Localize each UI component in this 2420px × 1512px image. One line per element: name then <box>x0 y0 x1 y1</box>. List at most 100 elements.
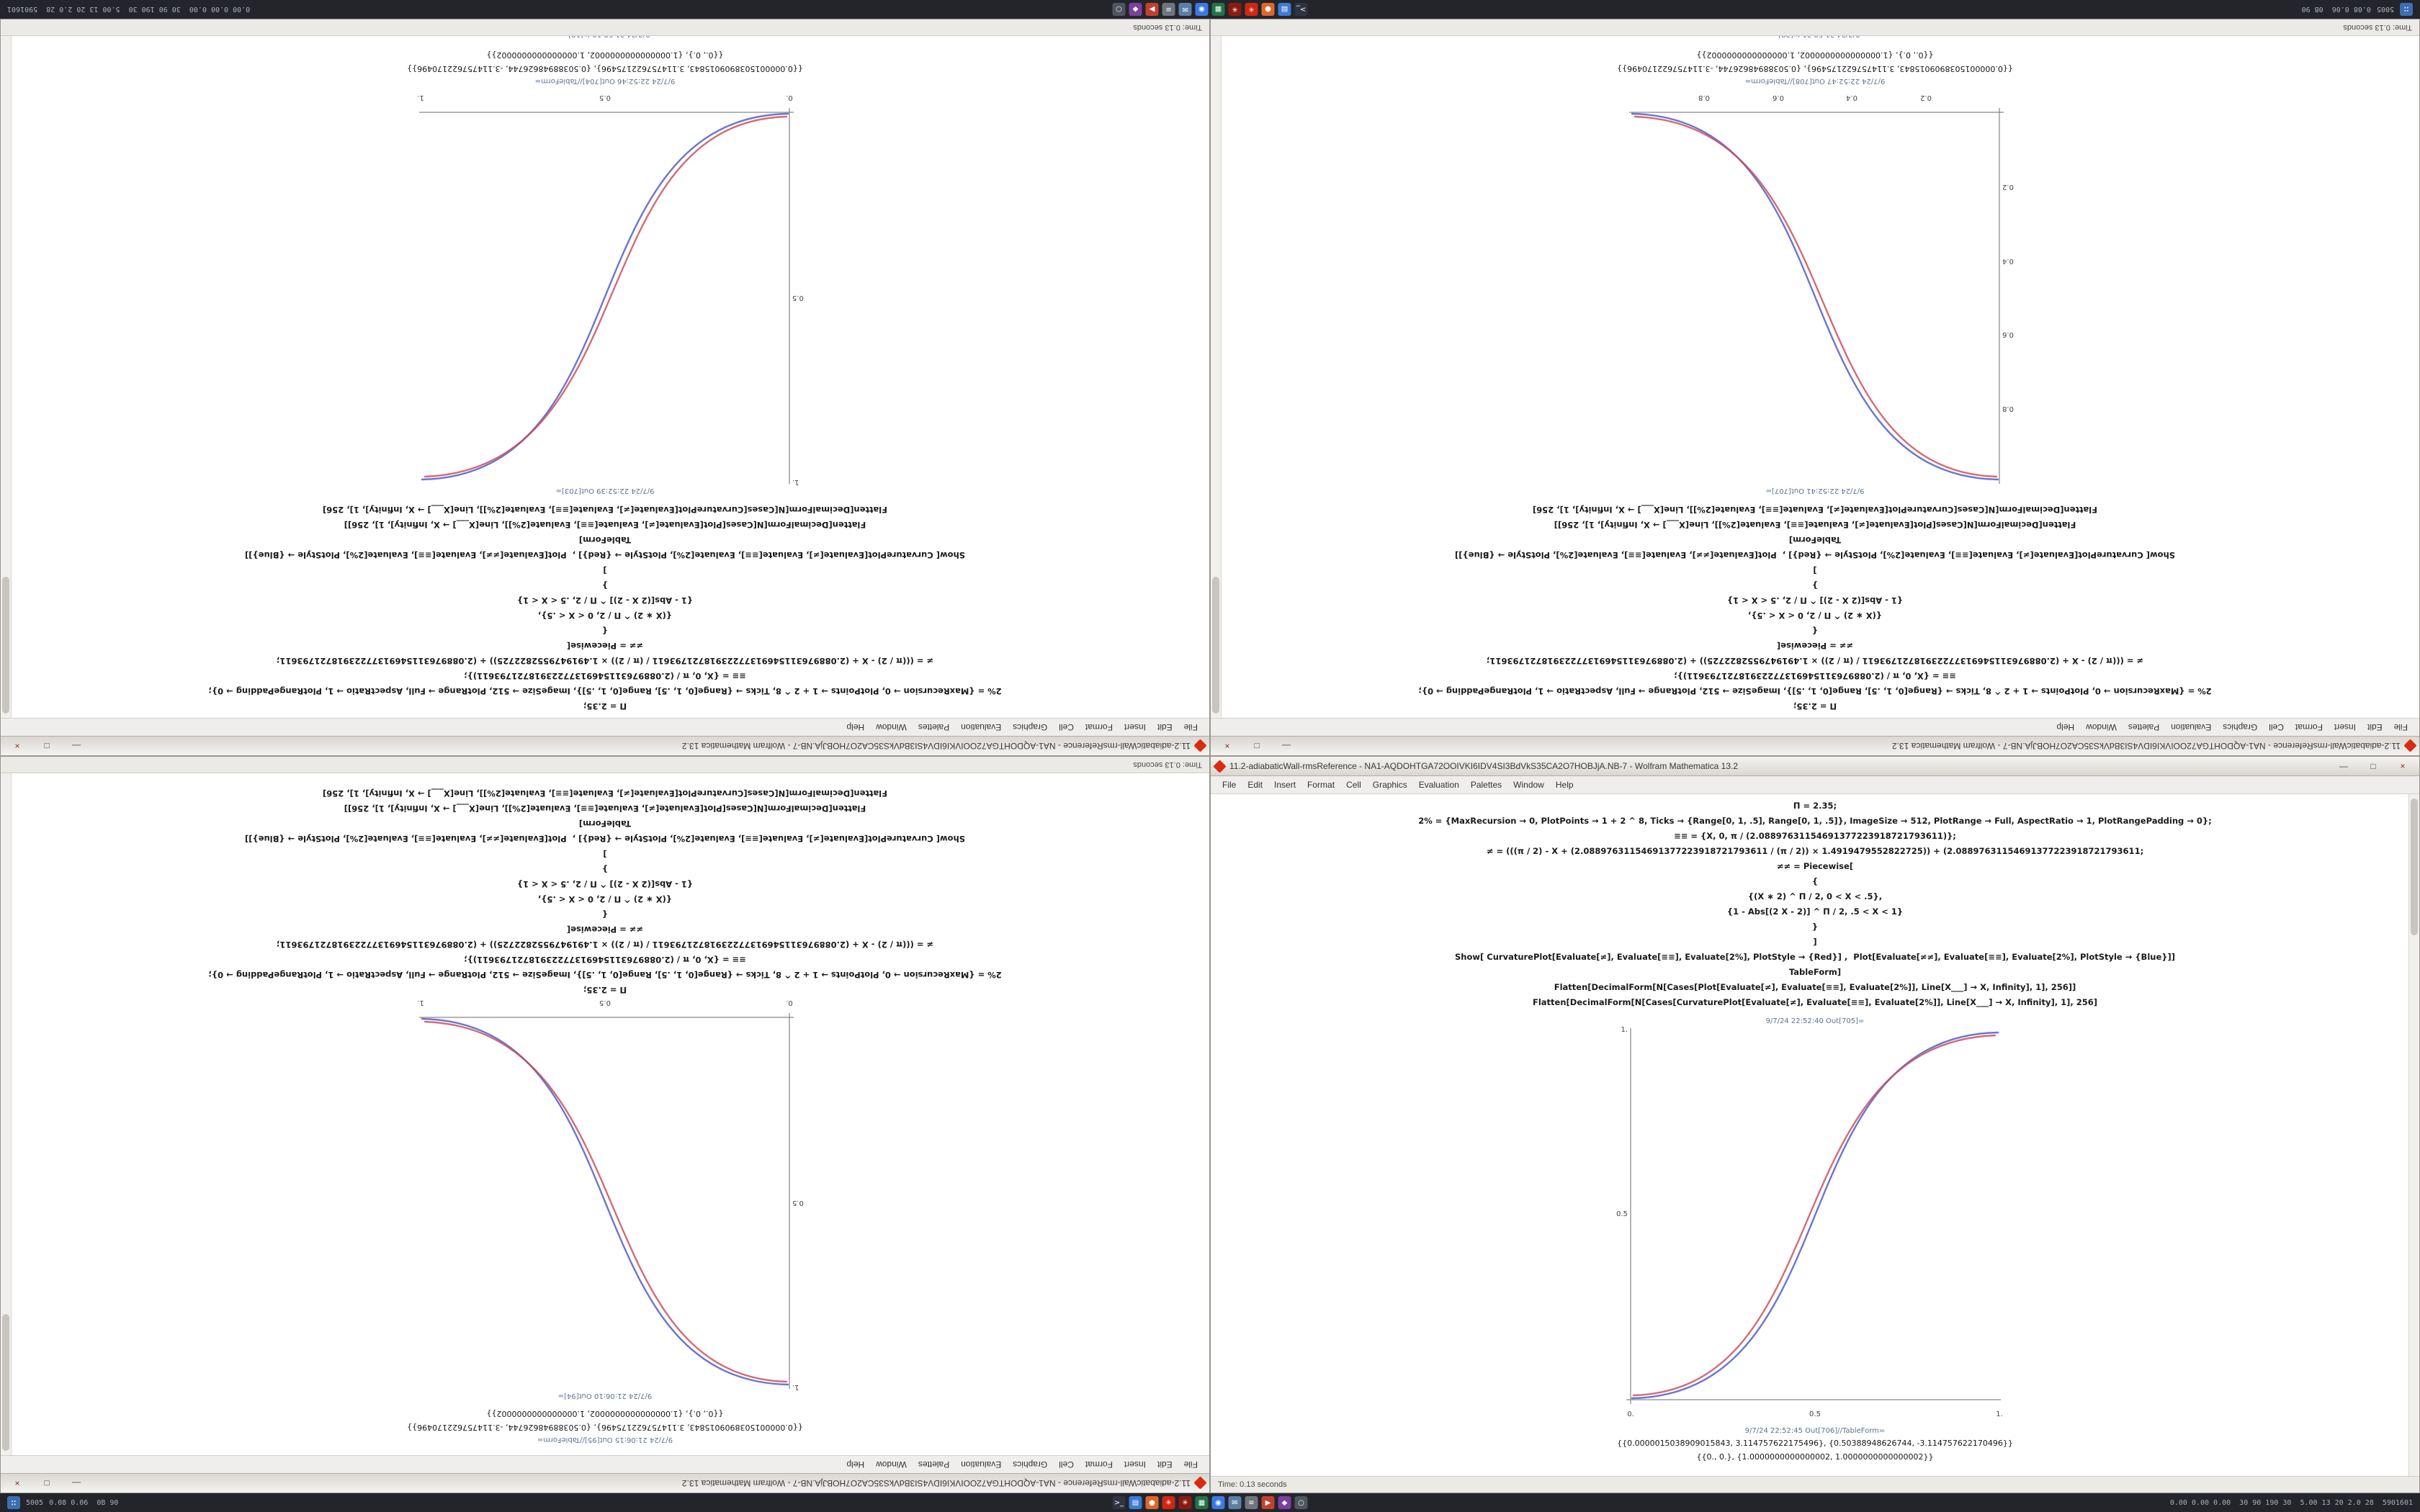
dock-app-icon[interactable]: ≡ <box>1162 3 1175 16</box>
minimize-button[interactable]: — <box>72 741 81 751</box>
menu-item[interactable]: Help <box>1555 780 1574 790</box>
dock-app-icon[interactable]: ≡ <box>1245 1496 1258 1509</box>
notebook-area[interactable]: Π = 2.35; 2% = {MaxRecursion → 0, PlotPoi… <box>1211 36 2419 718</box>
menu-item[interactable]: File <box>1183 1459 1198 1470</box>
plot-canvas <box>419 1013 794 1389</box>
menu-item[interactable]: Format <box>1085 722 1113 732</box>
vertical-scrollbar[interactable] <box>1 773 12 1455</box>
dock-app-icon[interactable]: ◆ <box>1278 1496 1291 1509</box>
minimize-button[interactable]: — <box>1282 741 1291 751</box>
dock-app-icon[interactable]: ◉ <box>1211 1496 1225 1509</box>
dock-app-icon[interactable]: ✉ <box>1178 3 1192 16</box>
code-line: } <box>1811 580 1819 590</box>
menu-item[interactable]: Cell <box>1059 1459 1074 1470</box>
menu-item[interactable]: Palettes <box>918 722 950 732</box>
vertical-scrollbar[interactable] <box>1211 36 1222 718</box>
menu-item[interactable]: Help <box>846 1459 865 1470</box>
notebook-area[interactable]: Π = 2.35; 2% = {MaxRecursion → 0, PlotPoi… <box>1 36 1209 718</box>
taskbar-tray[interactable]: 0.00 0.00 0.00 30 90 190 30 5.00 13 20 2… <box>2170 1499 2413 1507</box>
menu-item[interactable]: Window <box>876 1459 907 1470</box>
menu-item[interactable]: Edit <box>2367 722 2383 732</box>
window-titlebar[interactable]: 11.2-adiabaticWall-rmsReference - NA1-AQ… <box>1211 736 2419 755</box>
dock-app-icon[interactable]: ▤ <box>1278 3 1291 16</box>
dock-app-icon[interactable]: ▦ <box>1211 3 1225 16</box>
menu-item[interactable]: File <box>1183 722 1198 732</box>
code-line: ] <box>1813 565 1817 575</box>
menu-item[interactable]: Evaluation <box>1418 780 1459 790</box>
menu-item[interactable]: Help <box>2056 722 2075 732</box>
scrollbar-thumb[interactable] <box>2 577 9 714</box>
dock-app-icon[interactable]: ✳ <box>1228 3 1242 16</box>
close-button[interactable]: × <box>2400 761 2406 771</box>
dock-app-icon[interactable]: ✳ <box>1162 1496 1175 1509</box>
window-titlebar[interactable]: 11.2-adiabaticWall-rmsReference - NA1-AQ… <box>1211 757 2419 776</box>
dock-app-icon[interactable]: ▦ <box>1195 1496 1209 1509</box>
menu-item[interactable]: Palettes <box>918 1459 950 1470</box>
menu-item[interactable]: Format <box>1307 780 1335 790</box>
window-titlebar[interactable]: 11.2-adiabaticWall-rmsReference - NA1-AQ… <box>1 1473 1209 1493</box>
window-titlebar[interactable]: 11.2-adiabaticWall-rmsReference - NA1-AQ… <box>1 736 1209 755</box>
minimize-button[interactable]: — <box>72 1478 81 1488</box>
dock-app-icon[interactable]: ◉ <box>1195 3 1209 16</box>
dock-app-icon[interactable]: ● <box>1261 3 1275 16</box>
vertical-scrollbar[interactable] <box>1 36 12 718</box>
menu-item[interactable]: Graphics <box>2223 722 2258 732</box>
scrollbar-thumb[interactable] <box>2 1314 9 1451</box>
close-button[interactable]: × <box>14 741 20 751</box>
maximize-button[interactable]: □ <box>44 1478 50 1488</box>
menu-item[interactable]: Insert <box>1124 1459 1146 1470</box>
menu-item[interactable]: File <box>1222 780 1237 790</box>
menu-item[interactable]: Insert <box>1274 780 1296 790</box>
scrollbar-thumb[interactable] <box>2411 798 2418 935</box>
minimize-button[interactable]: — <box>2339 761 2348 771</box>
menu-item[interactable]: Cell <box>1346 780 1361 790</box>
maximize-button[interactable]: □ <box>1254 741 1260 751</box>
dock-app-icon[interactable]: ▶ <box>1145 3 1159 16</box>
menu-item[interactable]: Edit <box>1247 780 1263 790</box>
menu-item[interactable]: Format <box>1085 1459 1113 1470</box>
dock-app-icon[interactable]: ✳ <box>1245 3 1258 16</box>
menu-item[interactable]: Graphics <box>1013 1459 1048 1470</box>
maximize-button[interactable]: □ <box>2370 761 2376 771</box>
maximize-button[interactable]: □ <box>44 741 50 751</box>
menu-item[interactable]: Window <box>2086 722 2117 732</box>
start-menu-icon[interactable]: ∷ <box>7 1496 20 1509</box>
dock-app-icon[interactable]: ▤ <box>1129 1496 1142 1509</box>
dock-app-icon[interactable]: ● <box>1145 1496 1159 1509</box>
dock-app-icon[interactable]: ○ <box>1112 3 1126 16</box>
taskbar-tray[interactable]: 0.00 0.00 0.00 30 90 190 30 5.00 13 20 2… <box>7 6 250 14</box>
menu-item[interactable]: Edit <box>1157 1459 1173 1470</box>
menu-item[interactable]: Graphics <box>1013 722 1048 732</box>
notebook-area[interactable]: Π = 2.35; 2% = {MaxRecursion → 0, PlotPoi… <box>1211 794 2419 1476</box>
scrollbar-thumb[interactable] <box>1212 577 1219 714</box>
menu-item[interactable]: Cell <box>2269 722 2284 732</box>
menu-item[interactable]: Palettes <box>1470 780 1502 790</box>
menu-item[interactable]: Evaluation <box>961 722 1002 732</box>
code-line: Π = 2.35; <box>1793 801 1837 811</box>
vertical-scrollbar[interactable] <box>2408 794 2419 1476</box>
menu-item[interactable]: Graphics <box>1372 780 1407 790</box>
menu-item[interactable]: Palettes <box>2128 722 2160 732</box>
close-button[interactable]: × <box>14 1478 20 1488</box>
menu-item[interactable]: Insert <box>1124 722 1146 732</box>
menu-item[interactable]: Evaluation <box>961 1459 1002 1470</box>
menu-item[interactable]: Insert <box>2334 722 2356 732</box>
menu-item[interactable]: Format <box>2295 722 2323 732</box>
menu-item[interactable]: Window <box>876 722 907 732</box>
dock-app-icon[interactable]: >_ <box>1294 3 1308 16</box>
menu-item[interactable]: Edit <box>1157 722 1173 732</box>
dock-app-icon[interactable]: >_ <box>1112 1496 1126 1509</box>
dock-app-icon[interactable]: ✉ <box>1228 1496 1242 1509</box>
close-button[interactable]: × <box>1224 741 1230 751</box>
menu-item[interactable]: Help <box>846 722 865 732</box>
menu-item[interactable]: Cell <box>1059 722 1074 732</box>
menu-item[interactable]: Window <box>1513 780 1544 790</box>
start-menu-icon[interactable]: ∷ <box>2400 3 2413 16</box>
dock-app-icon[interactable]: ○ <box>1294 1496 1308 1509</box>
dock-app-icon[interactable]: ▶ <box>1261 1496 1275 1509</box>
menu-item[interactable]: Evaluation <box>2171 722 2212 732</box>
notebook-area[interactable]: 9/7/24 21:06:15 Out[95]//TableForm= {{0.… <box>1 773 1209 1455</box>
menu-item[interactable]: File <box>2393 722 2408 732</box>
dock-app-icon[interactable]: ◆ <box>1129 3 1142 16</box>
dock-app-icon[interactable]: ✳ <box>1178 1496 1192 1509</box>
